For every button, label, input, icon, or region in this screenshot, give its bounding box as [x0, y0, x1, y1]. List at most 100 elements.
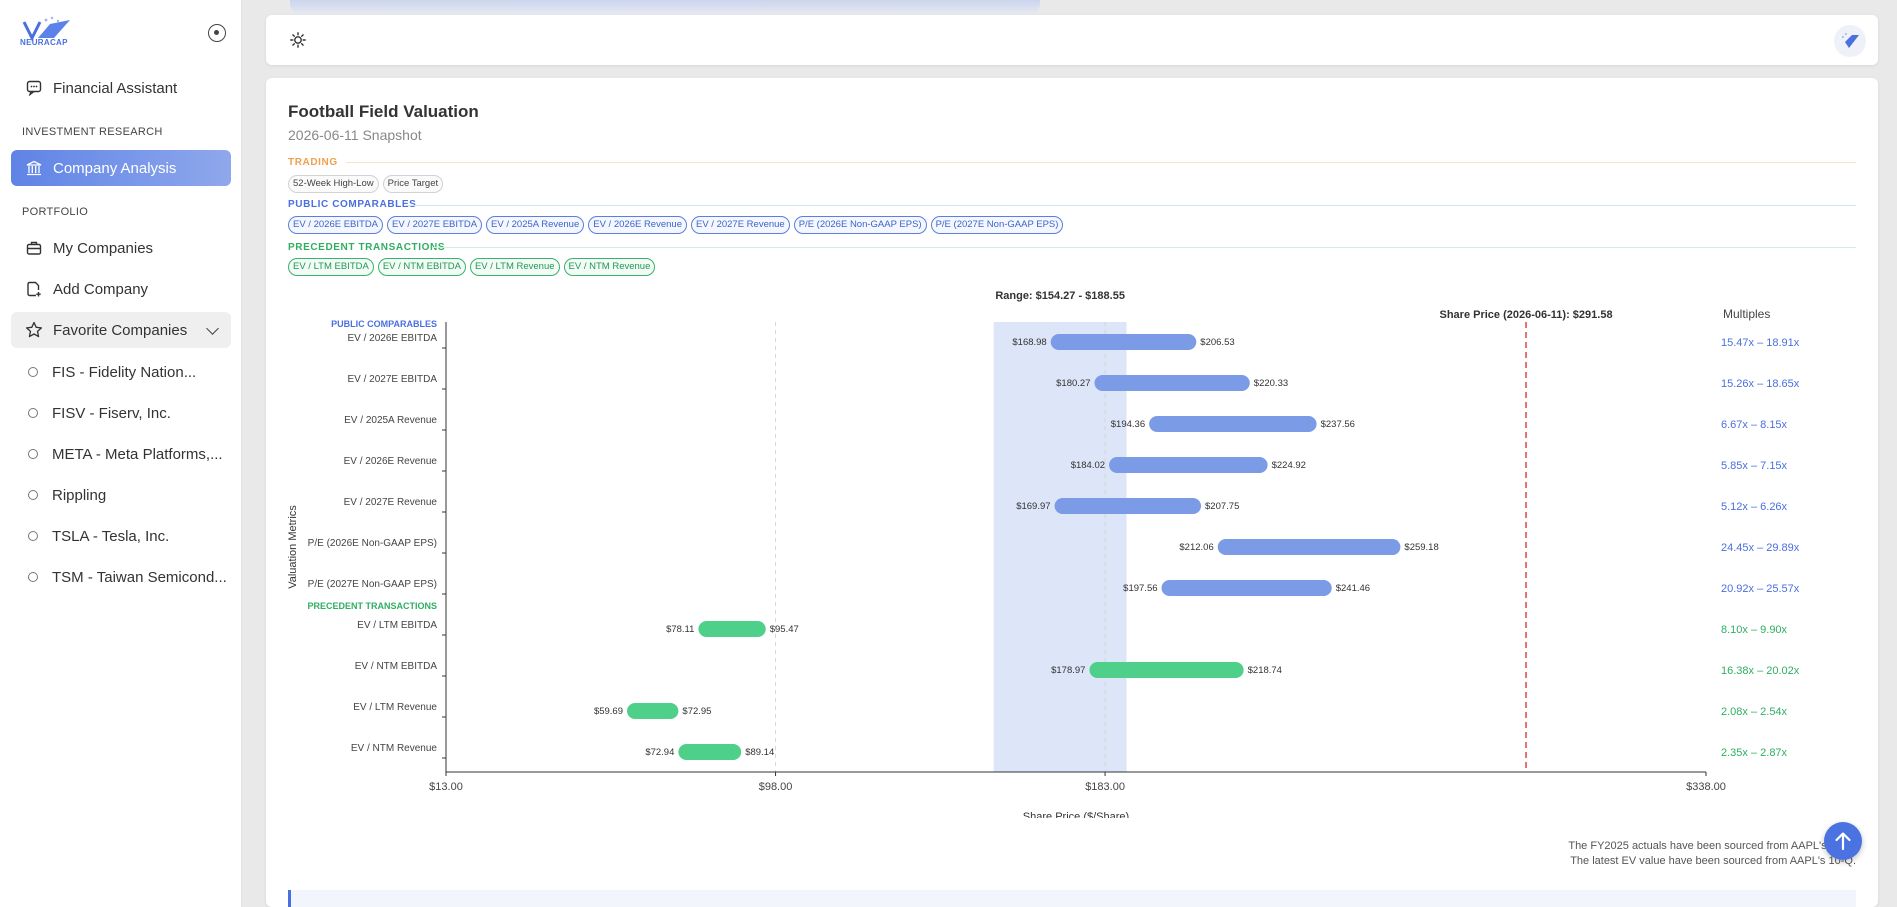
nav-label: Company Analysis — [53, 159, 177, 177]
nav-label: Financial Assistant — [53, 79, 178, 97]
chip-price-target[interactable]: Price Target — [382, 175, 444, 193]
nav-financial-assistant[interactable]: Financial Assistant — [11, 70, 231, 106]
chips-trading: 52-Week High-Low Price Target — [288, 175, 444, 193]
row-label: EV / 2027E Revenue — [344, 497, 438, 508]
section-investment-research: INVESTMENT RESEARCH — [22, 126, 163, 138]
circle-icon — [28, 449, 38, 459]
circle-icon — [28, 572, 38, 582]
range-band — [993, 322, 1127, 772]
avatar[interactable] — [1834, 25, 1866, 57]
chips-precedent: EV / LTM EBITDA EV / NTM EBITDA EV / LTM… — [288, 258, 656, 276]
group-label-public: PUBLIC COMPARABLES — [288, 199, 417, 210]
nav-label: Add Company — [53, 280, 149, 298]
x-tick-label: $98.00 — [759, 781, 793, 793]
favorite-item[interactable]: FIS - Fidelity Nation... — [28, 358, 228, 386]
star-icon — [25, 321, 43, 339]
multiple-label: 2.35x – 2.87x — [1721, 747, 1788, 759]
high-value-label: $72.95 — [682, 706, 711, 717]
low-value-label: $72.94 — [645, 747, 674, 758]
favorite-item[interactable]: META - Meta Platforms,... — [28, 440, 228, 468]
y-axis-title: Valuation Metrics — [287, 505, 299, 589]
multiple-label: 5.12x – 6.26x — [1721, 501, 1788, 513]
range-label: Range: $154.27 - $188.55 — [995, 290, 1125, 302]
low-value-label: $184.02 — [1071, 460, 1105, 471]
low-value-label: $78.11 — [666, 624, 694, 635]
collapse-sidebar-icon[interactable] — [208, 24, 226, 42]
low-value-label: $180.27 — [1056, 378, 1090, 389]
top-bar — [266, 15, 1878, 65]
page-subtitle: 2026-06-11 Snapshot — [288, 127, 422, 143]
logo-text: NEURACAP — [20, 38, 68, 47]
group-label-public: PUBLIC COMPARABLES — [331, 319, 437, 329]
briefcase-icon — [25, 239, 43, 257]
range-bar — [627, 703, 679, 719]
nav-label: Favorite Companies — [53, 321, 188, 339]
sun-icon[interactable] — [290, 32, 306, 48]
favorite-item[interactable]: Rippling — [28, 481, 228, 509]
chip-ev-2027e-ebitda[interactable]: EV / 2027E EBITDA — [387, 216, 483, 234]
bank-icon — [25, 159, 43, 177]
favorite-item[interactable]: TSLA - Tesla, Inc. — [28, 522, 228, 550]
range-bar — [1089, 662, 1244, 678]
favorite-item[interactable]: TSM - Taiwan Semicond... — [28, 563, 228, 591]
add-document-icon — [25, 280, 43, 298]
high-value-label: $259.18 — [1404, 542, 1438, 553]
chip-ev-2025a-revenue[interactable]: EV / 2025A Revenue — [486, 216, 585, 234]
section-portfolio: PORTFOLIO — [22, 206, 89, 218]
chip-ev-ltm-revenue[interactable]: EV / LTM Revenue — [469, 258, 560, 276]
top-decoration — [290, 0, 1040, 14]
high-value-label: $237.56 — [1321, 419, 1355, 430]
chip-ev-ltm-ebitda[interactable]: EV / LTM EBITDA — [288, 258, 374, 276]
low-value-label: $178.97 — [1051, 665, 1085, 676]
favorite-label: FISV - Fiserv, Inc. — [52, 404, 171, 422]
favorite-label: TSM - Taiwan Semicond... — [52, 568, 227, 586]
high-value-label: $206.53 — [1200, 337, 1234, 348]
neuracap-logo-icon[interactable] — [18, 16, 76, 52]
group-divider — [406, 205, 1856, 206]
range-bar — [1217, 539, 1401, 555]
multiple-label: 5.85x – 7.15x — [1721, 460, 1788, 472]
nav-my-companies[interactable]: My Companies — [11, 230, 231, 266]
x-axis-title: Share Price ($/Share) — [1023, 811, 1129, 818]
chip-ev-ntm-revenue[interactable]: EV / NTM Revenue — [563, 258, 656, 276]
chevron-down-icon[interactable] — [206, 322, 219, 335]
chip-ev-ntm-ebitda[interactable]: EV / NTM EBITDA — [377, 258, 466, 276]
group-label-precedent: PRECEDENT TRANSACTIONS — [288, 242, 446, 253]
low-value-label: $194.36 — [1111, 419, 1145, 430]
chip-pe-2026e[interactable]: P/E (2026E Non-GAAP EPS) — [793, 216, 927, 234]
row-label: P/E (2026E Non-GAAP EPS) — [308, 538, 437, 549]
high-value-label: $89.14 — [745, 747, 774, 758]
low-value-label: $59.69 — [594, 706, 623, 717]
row-label: EV / 2026E Revenue — [344, 456, 438, 467]
high-value-label: $218.74 — [1248, 665, 1282, 676]
nav-add-company[interactable]: Add Company — [11, 271, 231, 307]
group-label-trading: TRADING — [288, 157, 338, 168]
nav-company-analysis[interactable]: Company Analysis — [11, 150, 231, 186]
favorite-item[interactable]: FISV - Fiserv, Inc. — [28, 399, 228, 427]
chip-ev-2027e-revenue[interactable]: EV / 2027E Revenue — [690, 216, 790, 234]
group-divider — [432, 247, 1856, 248]
chip-ev-2026e-ebitda[interactable]: EV / 2026E EBITDA — [288, 216, 384, 234]
valuation-card: Football Field Valuation 2026-06-11 Snap… — [266, 78, 1878, 907]
nav-favorite-companies[interactable]: Favorite Companies — [11, 312, 231, 348]
x-tick-label: $13.00 — [429, 781, 463, 793]
chip-52-week-high-low[interactable]: 52-Week High-Low — [288, 175, 379, 193]
row-label: EV / LTM EBITDA — [357, 620, 437, 631]
scroll-to-top-button[interactable] — [1824, 822, 1862, 860]
high-value-label: $220.33 — [1254, 378, 1288, 389]
multiple-label: 6.67x – 8.15x — [1721, 419, 1788, 431]
sidebar: NEURACAP Financial Assistant INVESTMENT … — [0, 0, 242, 907]
high-value-label: $241.46 — [1336, 583, 1370, 594]
range-bar — [1094, 375, 1250, 391]
group-label-precedent: PRECEDENT TRANSACTIONS — [307, 601, 437, 611]
x-tick-label: $338.00 — [1686, 781, 1726, 793]
chip-ev-2026e-revenue[interactable]: EV / 2026E Revenue — [588, 216, 687, 234]
multiple-label: 16.38x – 20.02x — [1721, 665, 1800, 677]
range-bar — [1149, 416, 1317, 432]
nav-label: My Companies — [53, 239, 154, 257]
circle-icon — [28, 490, 38, 500]
chip-pe-2027e[interactable]: P/E (2027E Non-GAAP EPS) — [930, 216, 1064, 234]
football-field-chart: Range: $154.27 - $188.55 $13.00 $98.00 $183… — [287, 290, 1800, 818]
circle-icon — [28, 408, 38, 418]
multiple-label: 8.10x – 9.90x — [1721, 624, 1788, 636]
